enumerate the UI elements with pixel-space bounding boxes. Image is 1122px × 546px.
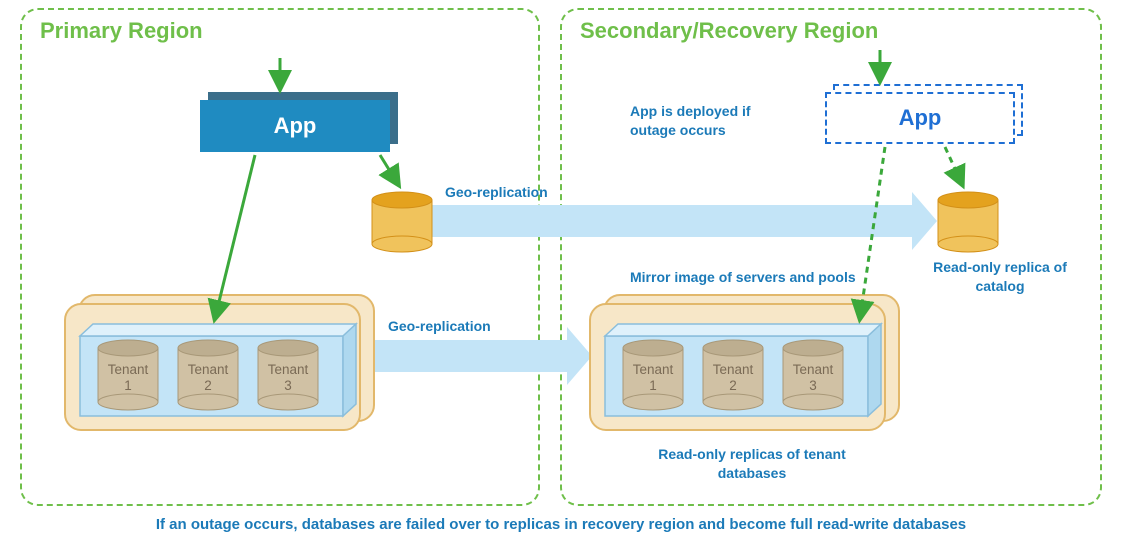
tenant-1-label-primary: Tenant1: [102, 362, 154, 394]
tenant-3-label-secondary: Tenant3: [787, 362, 839, 394]
catalog-label-secondary: Catalog: [944, 218, 992, 234]
tenant-1-label-secondary: Tenant1: [627, 362, 679, 394]
tenant-3-label-primary: Tenant3: [262, 362, 314, 394]
tenant-2-label-primary: Tenant2: [182, 362, 234, 394]
app-primary-box: App: [200, 100, 390, 152]
secondary-region-title: Secondary/Recovery Region: [580, 18, 878, 44]
note-mirror: Mirror image of servers and pools: [630, 268, 856, 287]
geo-replication-label-1: Geo-replication: [445, 184, 548, 200]
catalog-label-primary: Catalog: [378, 218, 426, 234]
app-secondary-label: App: [899, 105, 942, 131]
primary-region: Primary Region: [20, 8, 540, 506]
app-secondary-box: App: [825, 92, 1015, 144]
app-primary-label: App: [274, 113, 317, 139]
geo-replication-label-2: Geo-replication: [388, 318, 491, 334]
footer-note: If an outage occurs, databases are faile…: [0, 516, 1122, 533]
secondary-region: Secondary/Recovery Region: [560, 8, 1102, 506]
note-ro-tenant: Read-only replicas of tenant databases: [637, 445, 867, 483]
tenant-2-label-secondary: Tenant2: [707, 362, 759, 394]
primary-region-title: Primary Region: [40, 18, 203, 44]
note-ro-catalog: Read-only replica of catalog: [920, 258, 1080, 296]
note-app-deploy: App is deployed if outage occurs: [630, 102, 785, 140]
